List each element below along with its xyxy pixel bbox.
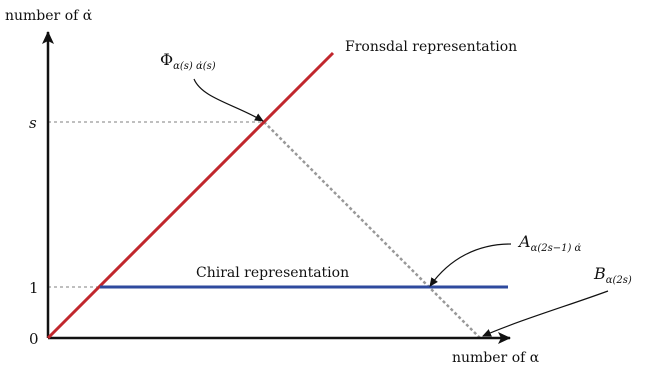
b-subscript: α(2s): [606, 275, 632, 286]
b-annotation: Bα(2s): [593, 264, 632, 286]
a-arrow: [429, 243, 512, 287]
a-base: A: [517, 232, 531, 251]
tick-one: 1: [29, 279, 39, 297]
tick-zero: 0: [29, 330, 39, 348]
b-arrow: [482, 290, 609, 337]
a-annotation: Aα(2s−1) α̇: [517, 232, 582, 254]
tick-s: s: [29, 114, 37, 132]
y-axis-title: number of α̇: [5, 8, 93, 24]
b-base: B: [593, 264, 606, 283]
guide-diagonal: [263, 121, 481, 339]
chiral-label: Chiral representation: [196, 265, 349, 281]
x-axis-title: number of α: [452, 350, 540, 365]
phi-base: Φ: [160, 50, 173, 69]
fronsdal-line: [46, 51, 335, 340]
a-subscript: α(2s−1) α̇: [531, 243, 582, 254]
phi-subscript: α(s) α̇(s): [173, 61, 216, 72]
phi-annotation: Φα(s) α̇(s): [160, 50, 216, 72]
phi-arrow: [193, 78, 264, 122]
fronsdal-label: Fronsdal representation: [345, 39, 517, 55]
